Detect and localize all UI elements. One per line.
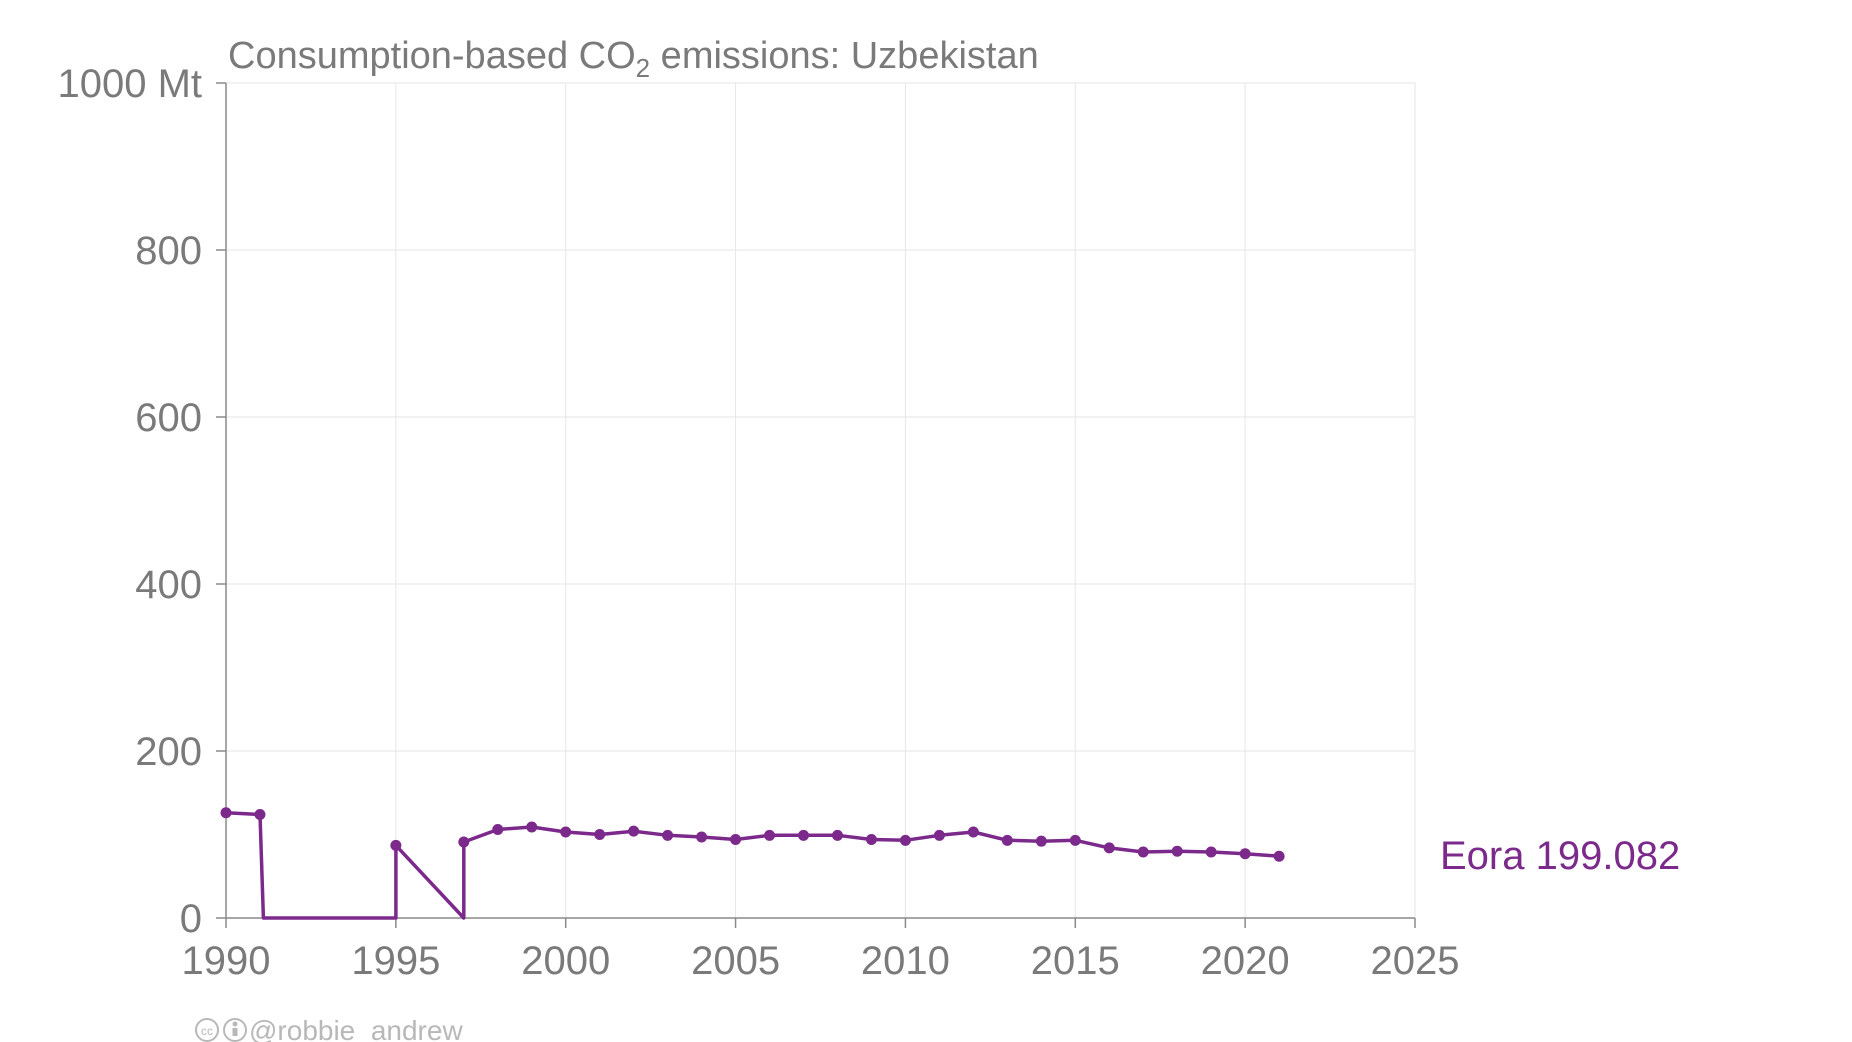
data-point [254, 808, 266, 820]
cc-icon: cc [195, 1018, 219, 1042]
data-point [1035, 835, 1047, 847]
x-tick-label: 2025 [1371, 939, 1460, 983]
data-point [526, 821, 538, 833]
series-label-eora: Eora 199.082 [1440, 834, 1680, 878]
data-point [1171, 845, 1183, 857]
data-point [865, 834, 877, 846]
data-point [1205, 846, 1217, 858]
data-point [390, 839, 402, 851]
grid [226, 82, 1416, 918]
x-tick-label: 1995 [351, 939, 440, 983]
data-point [899, 834, 911, 846]
x-tick-label: 2000 [521, 939, 610, 983]
data-point [967, 826, 979, 838]
y-tick-label: 0 [180, 897, 202, 941]
y-tick-label: 600 [135, 396, 202, 440]
attribution-icon [223, 1018, 247, 1042]
data-point [831, 829, 843, 841]
series-layer: Eora 199.082 [220, 807, 1680, 920]
data-point [933, 829, 945, 841]
x-tick-label: 2010 [861, 939, 950, 983]
data-point [696, 831, 708, 843]
y-tick-label: 400 [135, 563, 202, 607]
credit-handle: @robbie_andrew [249, 1015, 463, 1042]
y-tick-label: 1000 Mt [57, 62, 202, 106]
data-point [730, 834, 742, 846]
data-point [798, 829, 810, 841]
data-point [594, 829, 606, 840]
y-tick-label: 800 [135, 229, 202, 273]
y-axis: 0 200 400 600 800 1000 Mt [57, 62, 226, 941]
data-point [492, 823, 504, 835]
data-point [1103, 842, 1115, 854]
x-tick-label: 2005 [691, 939, 780, 983]
data-point [220, 807, 232, 819]
x-tick-label: 2020 [1201, 939, 1290, 983]
credit: cc @robbie_andrew [195, 1015, 463, 1042]
data-point [1069, 834, 1081, 846]
x-axis: 1990 1995 2000 2005 2010 2015 2020 2025 [182, 918, 1460, 983]
data-point [1001, 834, 1013, 846]
data-point [458, 836, 470, 848]
svg-text:cc: cc [201, 1024, 213, 1038]
data-point [764, 829, 776, 841]
data-point [1273, 850, 1285, 862]
x-tick-label: 2015 [1031, 939, 1120, 983]
data-point [628, 825, 640, 837]
y-tick-label: 200 [135, 730, 202, 774]
x-tick-label: 1990 [182, 939, 271, 983]
chart-title: Consumption-based CO2 emissions: Uzbekis… [228, 35, 1039, 83]
data-point [1137, 846, 1149, 858]
data-point [1239, 848, 1251, 860]
axes [225, 83, 1415, 919]
data-point [662, 829, 674, 841]
data-point [560, 826, 572, 838]
series-line-eora [225, 811, 1280, 920]
